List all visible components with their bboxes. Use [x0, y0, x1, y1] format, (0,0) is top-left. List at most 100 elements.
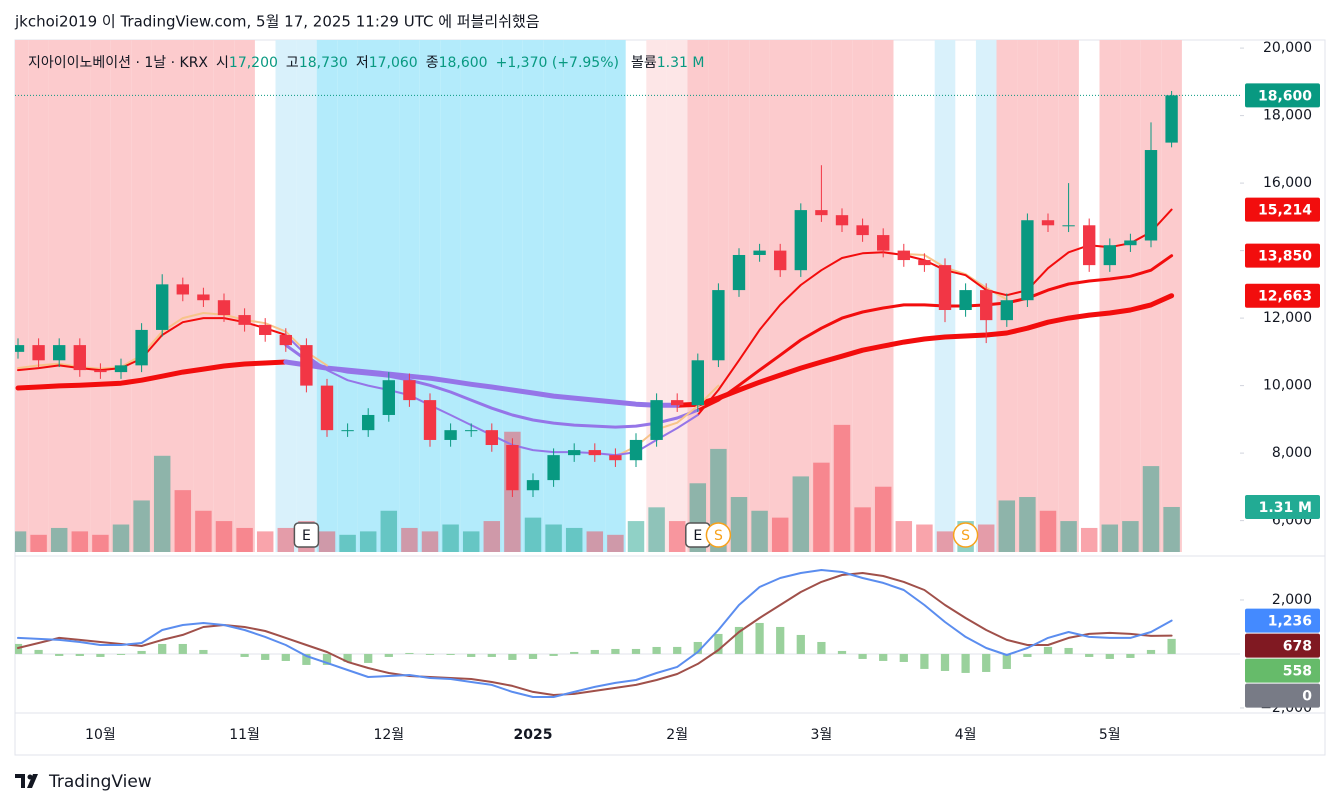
histogram-bar [199, 649, 208, 654]
candle-body [362, 414, 375, 431]
histogram-bar [673, 646, 682, 654]
background-band [1037, 40, 1059, 552]
candle-body [547, 455, 560, 481]
volume-bar [895, 521, 913, 552]
histogram-bar [796, 634, 805, 654]
volume-bar [92, 534, 109, 552]
volume-bar [318, 531, 336, 552]
candle-body [1000, 300, 1013, 321]
volume-bar [813, 462, 830, 552]
histogram-bar [302, 653, 311, 665]
histogram-bar [940, 653, 950, 671]
histogram-bar [343, 653, 352, 662]
candle-body [444, 430, 457, 440]
legend-value: 17,060 [369, 55, 418, 71]
legend-value: 1.31 M [657, 55, 705, 71]
histogram-bar [961, 653, 970, 673]
y-tick-label: 16,000 [1263, 175, 1312, 191]
volume-bar [1019, 497, 1036, 552]
header: jkchoi2019 이 TradingView.com, 5월 17, 202… [14, 13, 540, 31]
volume-bar [1142, 466, 1160, 552]
legend-change: +1,370 (+7.95%) [496, 55, 619, 71]
legend-value: 17,200 [229, 55, 278, 71]
background-band [28, 40, 49, 552]
candle-body [650, 400, 663, 440]
histogram-bar [528, 653, 538, 659]
y-tick-label: 20,000 [1263, 40, 1312, 56]
volume-bar [607, 534, 624, 552]
volume-bar [339, 534, 356, 552]
histogram-bar [467, 653, 476, 657]
background-band [131, 40, 152, 552]
price-tag-label: 18,600 [1258, 88, 1312, 104]
background-band [1058, 40, 1079, 552]
histogram-bar [1064, 647, 1073, 654]
background-band [69, 40, 91, 552]
candle-body [671, 400, 684, 406]
histogram-bar [714, 633, 723, 654]
volume-bar [153, 455, 171, 552]
candle-body [1165, 95, 1178, 143]
histogram-bar [405, 652, 414, 654]
y-tick-label: 12,000 [1263, 310, 1312, 326]
histogram-bar [1085, 653, 1094, 657]
candle-body [1083, 225, 1096, 266]
moving-average [696, 254, 1174, 412]
histogram-bar [755, 622, 764, 654]
volume-bar [1101, 524, 1119, 552]
candle-body [341, 430, 354, 432]
background-band [296, 40, 317, 552]
volume-tag [1245, 494, 1320, 519]
volume-bar [586, 531, 604, 552]
background-band [90, 40, 111, 552]
footer: TradingView [48, 772, 152, 792]
candle-body [156, 284, 169, 330]
background-band [522, 40, 544, 552]
background-band [687, 40, 709, 552]
candle-body [815, 210, 828, 216]
signal-line [17, 572, 1173, 696]
histogram-bar [776, 626, 785, 654]
macd-tag [1245, 633, 1320, 658]
histogram-bar [322, 653, 332, 665]
y-tick-label: 10,000 [1263, 378, 1312, 394]
histogram-bar [137, 650, 146, 654]
volume-bar [421, 531, 439, 552]
price-tag-label: 15,214 [1258, 203, 1312, 219]
histogram-bar [508, 653, 517, 660]
candle-body [15, 345, 25, 352]
volume-bar [545, 524, 562, 552]
candle-body [423, 400, 437, 440]
candle-body [197, 294, 210, 301]
volume-bar [195, 510, 212, 552]
candle-body [53, 345, 66, 361]
volume-tag-label: 1.31 M [1259, 500, 1312, 516]
legend-label: 시 [216, 55, 229, 71]
candle-body [506, 445, 519, 491]
histogram-bar [364, 653, 373, 663]
candle-body [1021, 220, 1034, 301]
legend: 지아이이노베이션 · 1날 · KRX 시17,200 고18,730 저17,060… [28, 55, 704, 71]
volume-bar [174, 490, 192, 552]
candle-body [897, 250, 910, 261]
volume-bar [936, 531, 954, 552]
price-tag-label: 12,663 [1258, 289, 1312, 305]
volume-bar [380, 510, 398, 552]
histogram-bar [487, 653, 496, 657]
volume-bar [751, 510, 768, 552]
histogram-bar [693, 641, 702, 654]
x-tick-label: 3월 [811, 727, 833, 743]
background-band [852, 40, 873, 552]
price-tag [1245, 243, 1320, 268]
volume-bar [1060, 521, 1077, 552]
candle-body [794, 210, 807, 271]
volume-bar [1163, 506, 1180, 552]
candle-body [259, 324, 272, 335]
x-tick-label: 2월 [666, 727, 688, 743]
background-band [769, 40, 791, 552]
candle-body [609, 455, 622, 461]
histogram-bar [920, 653, 929, 669]
legend-label: 종 [426, 55, 439, 71]
event-marker [952, 522, 979, 548]
